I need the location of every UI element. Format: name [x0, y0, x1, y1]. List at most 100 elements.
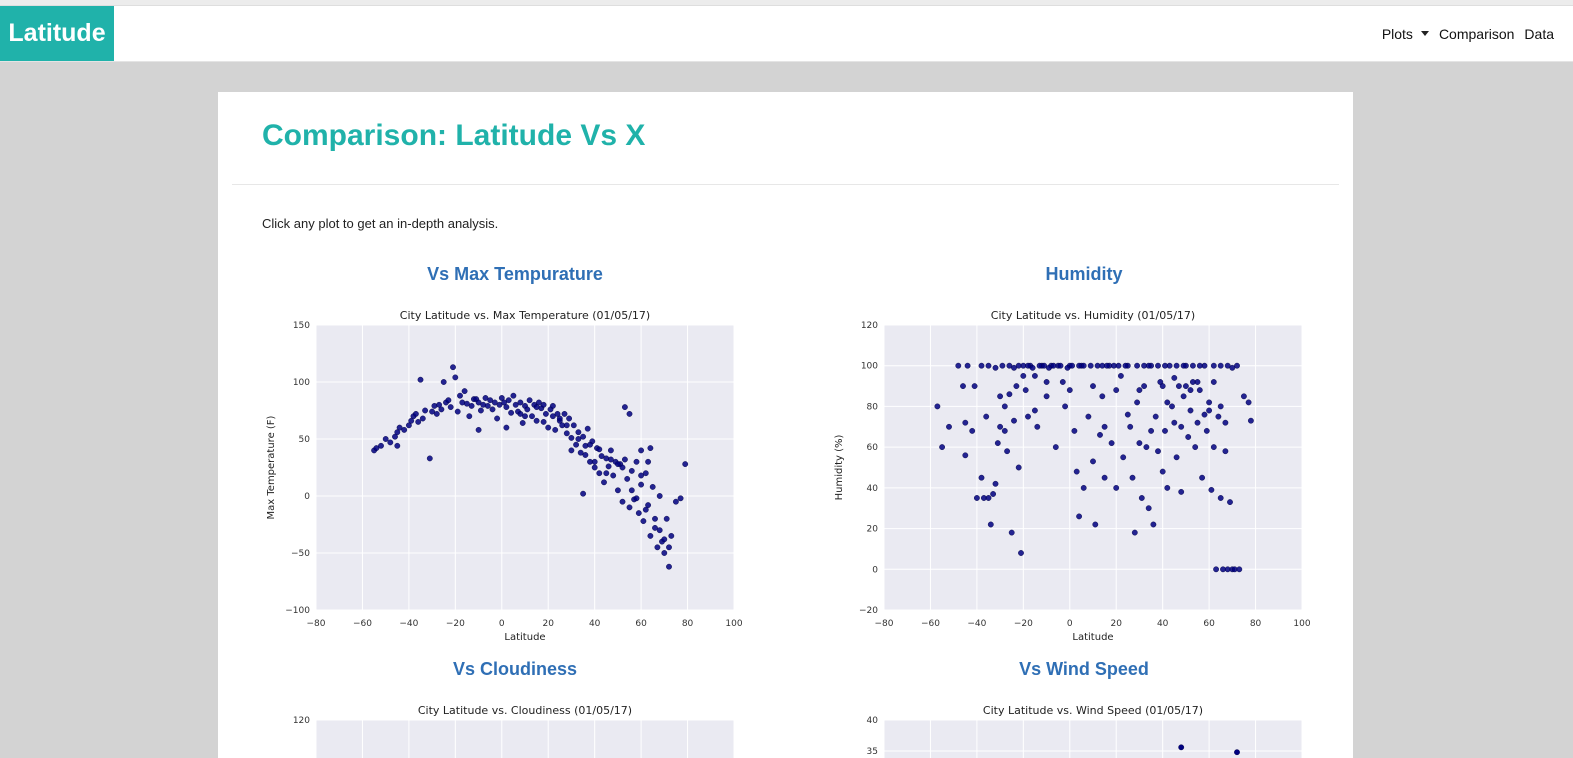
data-point — [1015, 464, 1022, 471]
data-point — [1189, 362, 1196, 369]
content-card: Comparison: Latitude Vs X Click any plot… — [218, 92, 1353, 758]
data-point — [1222, 419, 1229, 426]
y-tick-label: 0 — [872, 565, 878, 575]
data-point — [519, 420, 526, 426]
data-point — [463, 400, 470, 407]
data-point — [1120, 454, 1127, 461]
data-point — [570, 422, 577, 429]
data-point — [568, 434, 575, 441]
data-point — [568, 447, 575, 454]
x-tick-label: −60 — [921, 619, 940, 629]
data-point — [603, 470, 610, 477]
plot-heading-wind-speed: Vs Wind Speed — [1019, 659, 1149, 679]
data-point — [563, 430, 570, 437]
page-title: Comparison: Latitude Vs X — [262, 119, 646, 152]
data-point — [647, 532, 654, 539]
plot-humidity[interactable]: City Latitude vs. Humidity (01/05/17) −80… — [830, 305, 1320, 645]
plot-wind-speed[interactable]: City Latitude vs. Wind Speed (01/05/17) 4… — [830, 700, 1320, 758]
data-point — [431, 403, 438, 409]
x-tick-label: 100 — [1293, 619, 1310, 629]
data-point — [1247, 417, 1254, 424]
data-point — [994, 440, 1001, 447]
y-tick-label: 50 — [299, 435, 311, 445]
plot-area — [884, 325, 1302, 610]
data-point — [591, 458, 598, 465]
data-point — [635, 510, 642, 517]
data-point — [573, 441, 579, 448]
data-point — [526, 397, 533, 404]
data-point — [433, 411, 440, 417]
data-point — [661, 536, 668, 543]
nav-item-data[interactable]: Data — [1524, 25, 1554, 42]
data-point — [505, 397, 512, 404]
data-point — [1031, 407, 1038, 414]
data-point — [394, 429, 401, 436]
data-point — [517, 411, 524, 417]
data-point — [1192, 444, 1199, 451]
data-point — [1138, 495, 1145, 501]
nav-item-plots[interactable]: Plots — [1382, 26, 1429, 42]
y-tick-label: 35 — [867, 747, 878, 757]
data-point — [934, 403, 941, 410]
data-point — [1159, 383, 1166, 390]
data-point — [992, 480, 999, 487]
data-point — [489, 406, 496, 413]
data-point — [1159, 468, 1166, 475]
data-point — [475, 399, 482, 406]
data-point — [1171, 419, 1178, 426]
data-point — [638, 447, 644, 454]
data-point — [1113, 387, 1120, 394]
data-point — [677, 495, 684, 502]
data-point — [1215, 413, 1222, 420]
data-point — [962, 452, 969, 459]
data-point — [1122, 362, 1129, 369]
data-point — [501, 399, 508, 406]
data-point — [535, 399, 542, 406]
data-point — [1013, 383, 1020, 390]
x-tick-label: −20 — [1014, 619, 1033, 629]
data-point — [1217, 362, 1224, 369]
data-point — [1022, 387, 1029, 394]
data-point — [1131, 529, 1138, 536]
y-axis-label: Max Temperature (F) — [266, 415, 277, 519]
data-point — [1194, 379, 1201, 385]
data-point — [1169, 403, 1175, 410]
data-point — [955, 362, 962, 369]
plot-area — [884, 720, 1302, 758]
x-tick-label: −80 — [875, 619, 894, 629]
data-point — [1210, 444, 1217, 451]
x-tick-label: 60 — [1203, 619, 1215, 629]
data-point — [445, 397, 452, 404]
y-tick-label: 120 — [861, 321, 878, 331]
data-point — [1171, 375, 1178, 381]
data-point — [1001, 428, 1008, 434]
data-point — [656, 493, 663, 499]
data-point — [582, 452, 589, 458]
plot-temperature[interactable]: City Latitude vs. Max Temperature (01/05… — [262, 305, 752, 645]
data-point — [985, 362, 992, 369]
chart-title: City Latitude vs. Cloudiness (01/05/17) — [418, 704, 632, 717]
data-point — [964, 362, 971, 369]
data-point — [1001, 403, 1008, 410]
nav-item-comparison[interactable]: Comparison — [1438, 25, 1515, 42]
data-point — [394, 442, 401, 449]
plot-heading-cloudiness: Vs Cloudiness — [452, 659, 578, 679]
data-point — [1080, 362, 1087, 369]
data-point — [415, 419, 422, 425]
data-point — [596, 446, 603, 453]
data-point — [566, 415, 572, 422]
caret-down-icon — [1420, 31, 1429, 36]
data-point — [605, 463, 612, 470]
data-point — [461, 388, 468, 395]
data-point — [990, 491, 997, 497]
data-point — [652, 515, 658, 522]
data-point — [1178, 423, 1185, 430]
data-point — [554, 411, 561, 417]
chart-title: City Latitude vs. Humidity (01/05/17) — [991, 309, 1195, 322]
y-tick-label: −20 — [859, 606, 878, 616]
plot-cloudiness[interactable]: City Latitude vs. Cloudiness (01/05/17) 1… — [262, 700, 752, 758]
data-point — [668, 532, 675, 539]
brand-logo[interactable]: Latitude — [0, 6, 114, 61]
data-point — [1143, 444, 1150, 451]
data-point — [985, 495, 992, 501]
